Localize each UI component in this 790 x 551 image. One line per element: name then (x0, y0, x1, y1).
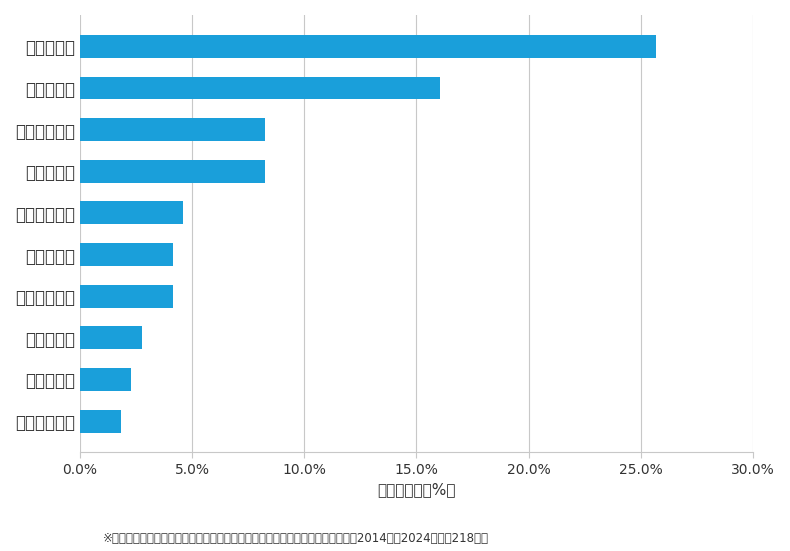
Bar (80, 77, 440, 99)
Text: ※弊社受付の案件を対象に、受付時に市区町村の回答があったものを集計（期間2014年～2024年、計218件）: ※弊社受付の案件を対象に、受付時に市区町村の回答があったものを集計（期間2014… (103, 532, 489, 545)
Bar (80, 410, 121, 433)
Bar (80, 368, 131, 391)
Bar (80, 326, 141, 349)
Bar (80, 160, 265, 183)
Bar (80, 118, 265, 141)
Bar (80, 35, 656, 58)
X-axis label: 件数の割合（%）: 件数の割合（%） (378, 483, 456, 498)
Bar (80, 202, 182, 224)
Bar (80, 243, 172, 266)
Bar (80, 285, 172, 307)
